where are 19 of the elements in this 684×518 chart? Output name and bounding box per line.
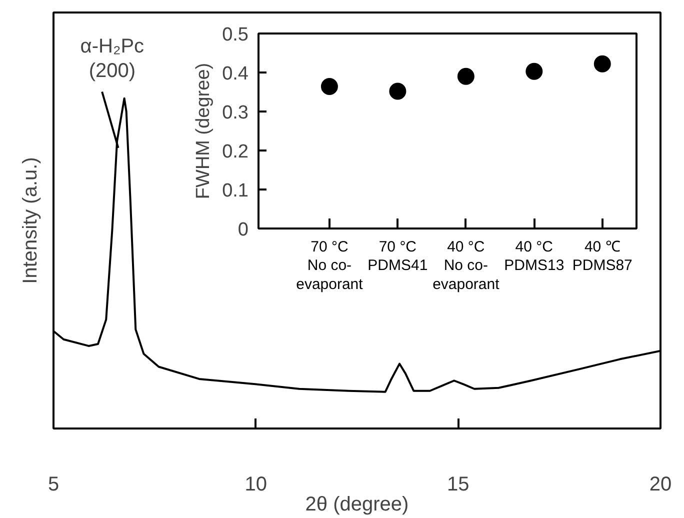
x-tick-label: 70 °C No co-evaporant xyxy=(296,238,364,293)
y-axis-title: FWHM (degree) xyxy=(193,62,214,200)
y-tick-label: 0.2 xyxy=(222,142,249,162)
x-tick-label: 10 xyxy=(244,474,267,496)
x-tick-label: 70 °C PDMS41 xyxy=(368,238,428,274)
x-tick-label: 15 xyxy=(447,474,470,496)
x-axis-title: 2θ (degree) xyxy=(305,494,409,516)
y-tick-label: 0.5 xyxy=(222,24,249,46)
y-tick-label: 0.1 xyxy=(222,180,249,202)
annotation: α-H₂Pc (200) xyxy=(80,36,144,82)
y-tick-label: 0.4 xyxy=(222,64,249,84)
x-tick-label: 5 xyxy=(48,474,60,496)
x-tick-label: 20 xyxy=(649,474,672,496)
y-tick-label: 0 xyxy=(238,220,249,240)
x-tick-label: 40 °C PDMS13 xyxy=(504,238,564,274)
y-tick-label: 0.3 xyxy=(222,102,249,124)
x-tick-label: 40 °C No co-evaporant xyxy=(432,238,500,293)
y-axis-title: Intensity (a.u.) xyxy=(20,157,42,284)
x-tick-label: 40 ℃ PDMS87 xyxy=(572,238,632,274)
